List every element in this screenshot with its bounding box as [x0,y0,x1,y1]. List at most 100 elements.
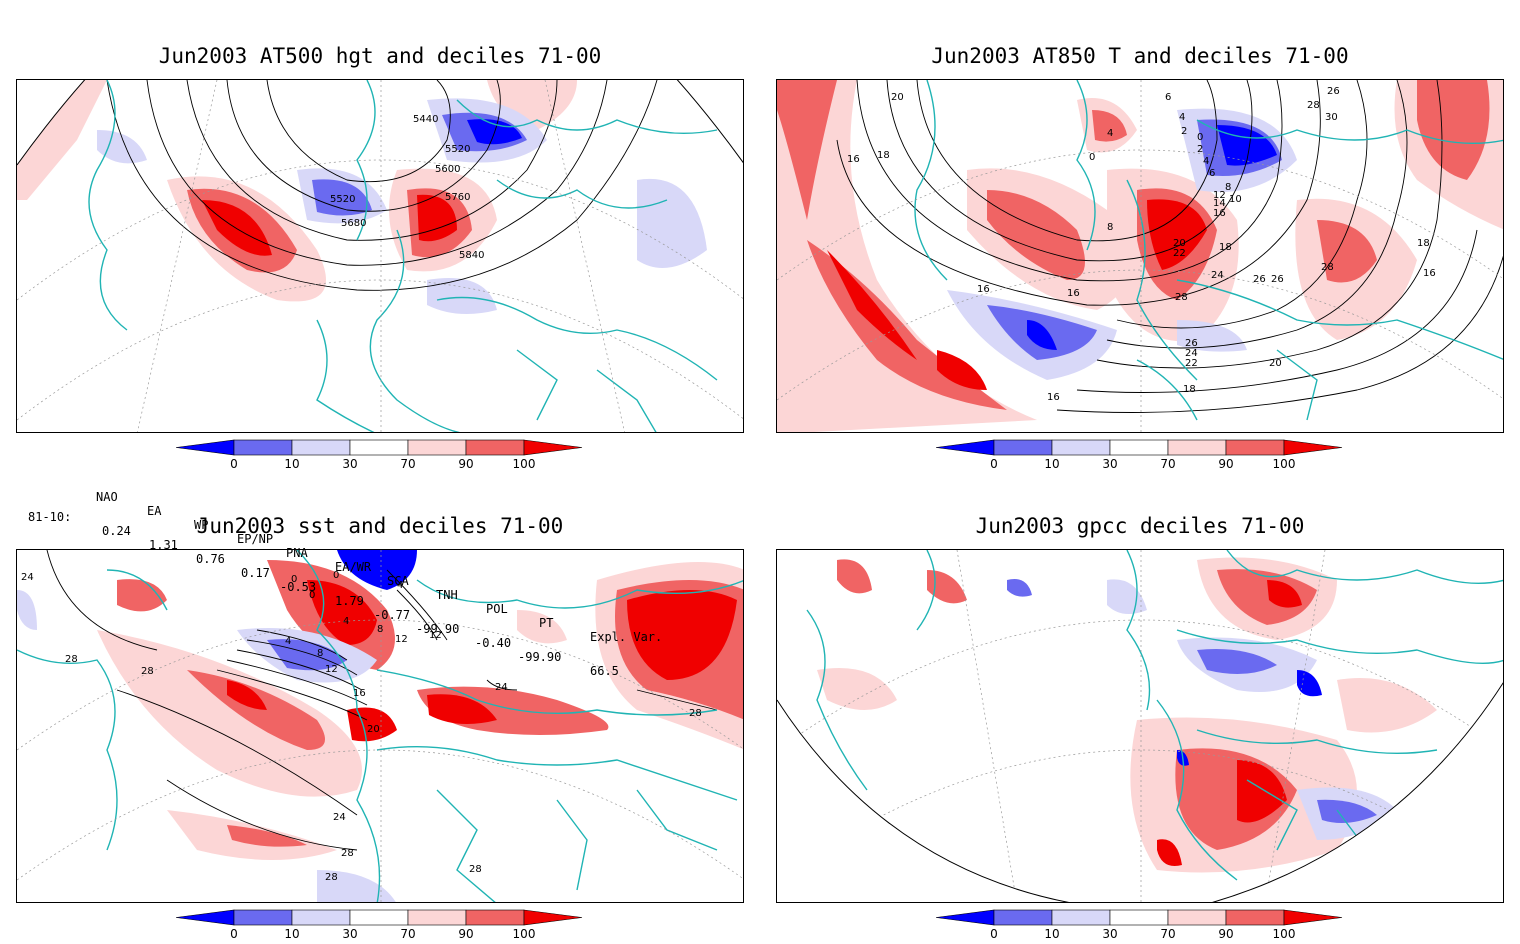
colorbar-gpcc: 0 10 30 70 90 100 [936,908,1346,944]
weak-neg-shade [1107,579,1147,614]
colorbar-tick-label: 0 [230,457,238,471]
index-value: -0.40 [475,636,512,650]
index-name: POL [486,602,508,616]
weak-pos-shade [517,610,567,644]
contour-label: 8 [1225,182,1231,193]
index-value: 1.31 [149,538,178,552]
colorbar-tick-label: 0 [230,927,238,940]
colorbar-segment [233,909,293,926]
colorbar-segment [1225,909,1285,926]
colorbar-tick-label: 100 [513,927,536,940]
contour-label: 0 [309,590,315,601]
colorbar-tick-label: 90 [458,457,473,471]
strong-pos-shade [227,680,267,710]
weak-neg-shade [637,178,707,268]
index-name: Expl. Var. [590,630,663,644]
colorbar-tick-label: 0 [990,457,998,471]
contour-label: 26 [1185,338,1198,349]
map-panel-gpcc [776,549,1504,903]
contour-label: 2 [1181,126,1187,137]
contour-label: 12 [429,630,442,641]
weak-neg-shade [427,278,497,314]
contour-label: 5680 [341,218,366,229]
index-value: -0.77 [374,608,411,622]
mid-pos-shade [227,825,307,847]
contour-label: 28 [325,872,338,883]
mid-neg-shade [1197,649,1277,674]
contour-label: 0 [1197,132,1203,143]
contour-label: 28 [1175,292,1188,303]
contour-label: 18 [877,150,890,161]
contour-label: 5840 [459,250,484,261]
contour-label: 5520 [445,144,470,155]
panel-title-gpcc: Jun2003 gpcc deciles 71-00 [975,514,1305,538]
colorbar-t850: 0 10 30 70 90 100 [936,438,1346,474]
colorbar-tick-label: 10 [1044,927,1059,940]
index-value: -99.90 [416,622,460,636]
contour-label: 16 [1067,288,1080,299]
mid-neg-shade [312,179,372,216]
weak-neg-shade [17,590,37,630]
contour-label: 5440 [413,114,438,125]
contour-label: 5600 [435,164,460,175]
index-name: EA/WR [335,560,372,574]
index-name: PT [539,616,554,630]
contour-label: 8 [317,648,323,659]
contour-label: 4 [343,616,349,627]
contour-label: 20 [367,724,380,735]
colorbar-tick-label: 90 [1218,927,1233,940]
weak-neg-shade [97,130,147,164]
colorbar-tick-label: 100 [1273,927,1296,940]
contour-label: 22 [1185,358,1198,369]
weak-pos-shade [817,668,897,710]
weak-pos-shade [17,80,107,200]
strong-pos-shade [1157,839,1182,866]
mid-pos-shade [1417,80,1490,180]
contour-label: 28 [469,864,482,875]
colorbar-tick-label: 100 [513,457,536,471]
colorbar-segment [523,439,583,456]
weak-pos-shade [777,80,1037,432]
mid-pos-shade [187,670,325,750]
contour-label: 14 [1213,198,1226,209]
strong-pos-shade [1267,580,1302,608]
colorbar-segment [1051,909,1111,926]
colorbar-segment [523,909,583,926]
index-value: 0.24 [102,524,131,538]
colorbar-segment [349,909,409,926]
colorbar-segment [291,909,351,926]
index-name: PNA [286,546,308,560]
contour-label: 16 [353,688,366,699]
contour-label: 4 [1107,128,1113,139]
contour-label: 28 [341,848,354,859]
contour-label: 24 [21,572,34,583]
contour-label: 16 [977,284,990,295]
contour-label: 20 [891,92,904,103]
strong-pos-shade [202,200,272,256]
index-name: TNH [436,588,458,602]
contour-label: 30 [1325,112,1338,123]
contour-label: 28 [1307,100,1320,111]
colorbar-segment [936,439,995,456]
colorbar-tick-label: 10 [284,927,299,940]
index-name: NAO [96,490,118,504]
contour-label: 12 [325,664,338,675]
contour-label: 28 [689,708,702,719]
contour-label: 18 [1219,242,1232,253]
contour-label: 18 [1183,384,1196,395]
contour-label: 2 [1197,144,1203,155]
colorbar-segment [1283,439,1343,456]
contour-label: 24 [1185,348,1198,359]
contour-label: 4 [1179,112,1185,123]
index-name: SCA [387,574,409,588]
weak-pos-shade [97,630,362,797]
contour-label: 16 [847,154,860,165]
contour-label: 12 [1213,190,1226,201]
colorbar-segment [936,909,995,926]
colorbar-tick-label: 70 [400,927,415,940]
contour-label: 0 [1089,152,1095,163]
contour-label: 20 [1269,358,1282,369]
contour-label: 16 [1213,208,1226,219]
index-value: 0.17 [241,566,270,580]
contour-label: 26 [1271,274,1284,285]
